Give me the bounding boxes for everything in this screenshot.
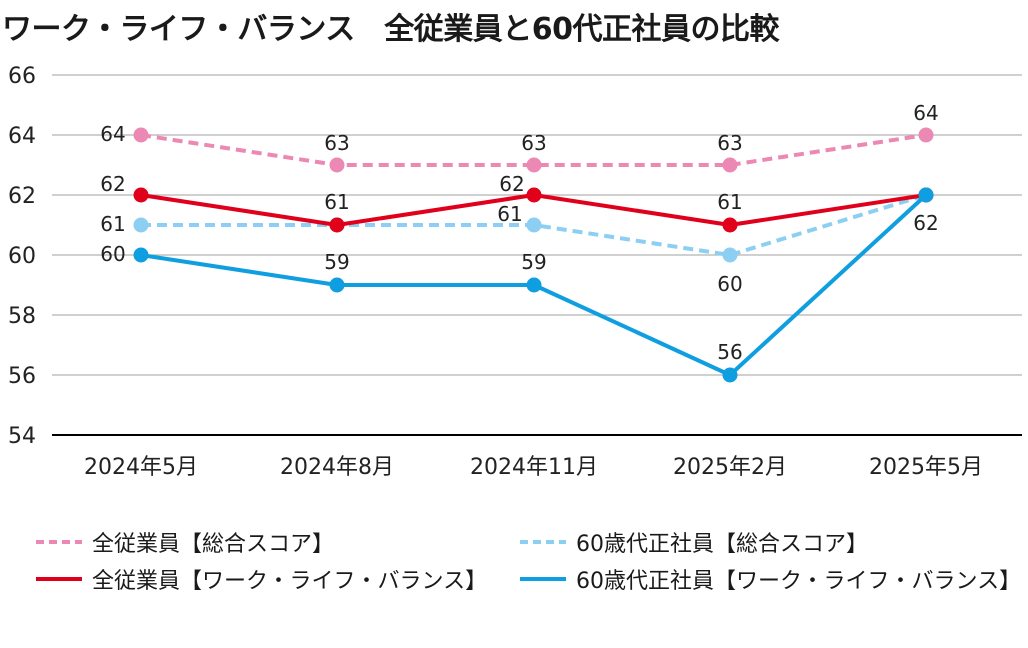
data-label: 62 [100,172,125,196]
data-label: 61 [717,190,742,214]
data-point [526,187,542,203]
x-tick-label: 2025年2月 [673,455,787,480]
legend-item-all-wlb: 全従業員【ワーク・ライフ・バランス】 [36,563,487,595]
data-point [133,127,149,143]
data-label: 60 [100,242,125,266]
y-tick-label: 64 [8,124,36,149]
data-label: 64 [100,122,125,146]
legend-swatch [520,577,566,581]
data-label: 60 [717,272,742,296]
data-point [526,217,542,233]
data-label: 56 [717,340,742,364]
y-tick-label: 66 [8,64,36,89]
legend-swatch [36,577,82,581]
series-line [140,133,927,167]
data-point [329,217,345,233]
y-tick-label: 62 [8,184,36,209]
y-tick-label: 54 [8,424,36,449]
data-point [526,157,542,173]
legend-swatch [36,540,82,544]
data-point [133,217,149,233]
data-label: 61 [100,212,125,236]
data-label: 61 [497,202,522,226]
data-point [526,277,542,293]
data-label: 59 [324,250,349,274]
data-point [329,157,345,173]
data-point [133,187,149,203]
data-label: 61 [324,190,349,214]
legend-label: 60歳代正社員【ワーク・ライフ・バランス】 [576,569,1022,594]
chart-title: ワーク・ライフ・バランス 全従業員と60代正社員の比較 [2,12,780,47]
x-tick-label: 2024年8月 [280,455,394,480]
x-tick-label: 2024年11月 [470,455,598,480]
data-point [722,247,738,263]
y-tick-label: 60 [8,244,36,269]
data-point [722,157,738,173]
data-label: 63 [324,131,349,155]
x-tick-label: 2025年5月 [869,455,983,480]
y-tick-label: 58 [8,304,36,329]
legend-label: 全従業員【ワーク・ライフ・バランス】 [92,569,488,594]
data-label: 59 [521,250,546,274]
legend-label: 60歳代正社員【総合スコア】 [576,532,868,557]
legend-label: 全従業員【総合スコア】 [92,532,335,557]
data-point [329,277,345,293]
data-label: 63 [521,131,546,155]
data-label: 62 [913,211,938,235]
data-point [133,247,149,263]
data-point [722,367,738,383]
legend-item-60s-wlb: 60歳代正社員【ワーク・ライフ・バランス】 [520,563,1021,595]
data-label: 62 [499,172,524,196]
data-point [918,187,934,203]
y-tick-label: 56 [8,364,36,389]
data-point [918,127,934,143]
data-label: 64 [913,101,938,125]
data-label: 63 [717,131,742,155]
legend-item-60s-overall: 60歳代正社員【総合スコア】 [520,526,868,558]
data-point [722,217,738,233]
x-tick-label: 2024年5月 [84,455,198,480]
legend-swatch [520,540,566,544]
legend-item-all-overall: 全従業員【総合スコア】 [36,526,334,558]
